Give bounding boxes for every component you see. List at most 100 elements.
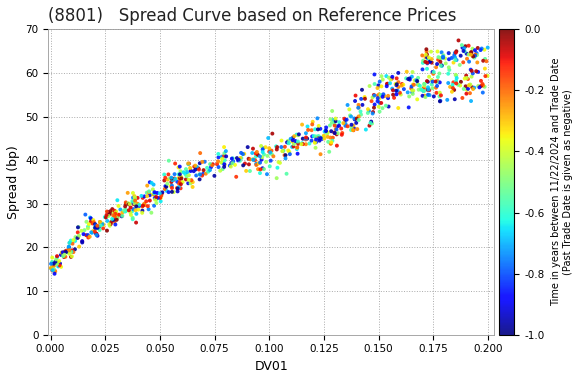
Point [67,249,76,255]
Point [374,82,383,89]
Point [179,169,188,175]
Point [236,155,245,161]
Point [316,151,325,157]
Point [85,234,95,240]
Point [56,264,66,270]
Point [451,57,460,63]
Point [466,66,476,73]
Point [469,54,478,60]
Point [55,260,64,266]
Point [436,98,445,104]
Point [265,163,274,169]
Point [167,176,176,182]
Point [314,123,323,129]
Point [186,167,195,173]
Point [327,139,336,145]
Point [438,52,448,58]
Point [425,92,434,98]
Point [266,158,276,164]
Point [444,50,454,56]
Point [367,119,376,125]
Point [335,119,344,125]
Point [183,160,193,166]
Point [99,225,108,231]
Point [104,221,114,227]
Point [473,59,482,65]
Point [73,224,82,230]
Point [432,90,441,96]
Point [386,77,396,83]
Point [423,55,433,62]
Point [301,141,310,147]
Point [336,125,346,131]
Point [382,73,391,79]
Point [370,71,379,78]
Point [98,221,107,227]
Point [427,60,436,66]
Point [133,201,143,207]
Point [298,140,307,146]
Point [415,83,425,89]
Point [370,101,379,108]
Point [121,201,130,207]
Point [438,55,448,61]
Point [78,239,87,245]
Point [66,254,75,260]
Point [60,249,70,255]
Point [48,260,57,266]
Point [122,208,131,214]
Point [425,59,434,65]
Point [208,162,217,168]
Point [235,158,245,164]
Point [201,171,211,177]
Point [288,137,298,143]
Point [408,87,417,93]
Point [377,83,386,89]
Point [237,150,246,156]
Point [449,79,458,86]
Point [321,128,331,134]
Point [401,75,411,81]
Point [102,212,111,218]
Point [398,82,408,88]
Point [423,79,433,85]
Point [422,46,431,52]
Point [150,190,159,196]
Point [384,103,393,109]
Point [293,141,303,147]
Point [121,207,130,213]
Point [251,150,260,157]
Point [310,140,320,146]
Point [92,223,101,229]
Point [425,87,434,93]
Point [164,189,173,195]
Point [67,247,77,253]
Point [96,223,106,229]
Point [454,37,463,43]
Point [213,151,223,157]
Point [111,211,120,217]
Point [340,117,350,123]
Point [65,240,74,246]
Point [375,100,384,106]
Point [468,53,477,59]
Point [330,122,339,128]
Point [420,94,430,100]
Point [422,66,432,72]
Point [156,195,165,201]
Point [108,206,117,212]
Point [419,85,429,91]
Point [380,93,389,99]
Point [118,213,127,219]
Point [243,144,252,150]
Point [282,171,291,177]
Point [244,156,253,162]
Point [309,133,318,139]
Point [139,203,148,209]
Point [78,238,87,244]
Point [476,47,485,53]
Point [444,80,453,86]
Point [354,102,363,108]
Point [358,102,367,108]
Point [184,172,194,178]
